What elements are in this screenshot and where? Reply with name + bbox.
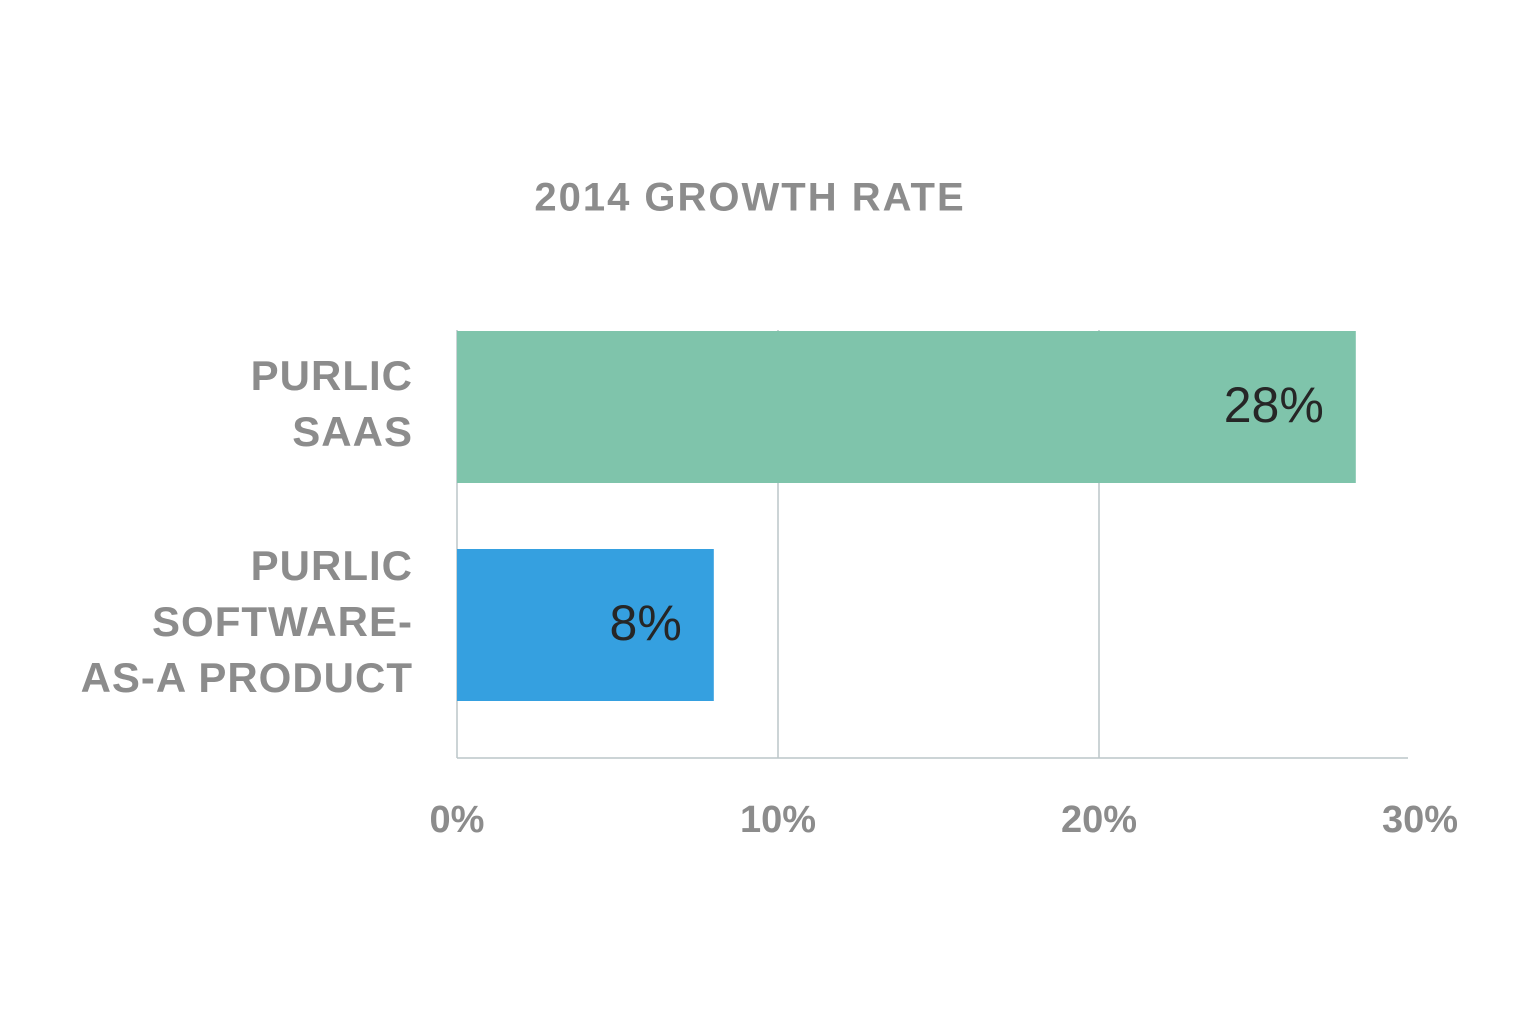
y-tick-label: AS-A PRODUCT [81, 654, 413, 701]
y-tick-label: PURLIC [251, 352, 413, 399]
x-tick-label: 0% [430, 799, 485, 841]
bar [457, 331, 1356, 483]
y-tick-label: PURLIC [251, 542, 413, 589]
x-tick-label: 10% [740, 799, 816, 841]
bar [457, 549, 714, 701]
y-tick-label: SAAS [292, 408, 413, 455]
x-tick-label: 30% [1382, 799, 1458, 841]
value-label: 8% [610, 595, 682, 651]
value-label: 28% [1224, 377, 1324, 433]
y-tick-label: SOFTWARE- [152, 598, 413, 645]
chart-title: 2014 GROWTH RATE [534, 176, 965, 220]
x-tick-label: 20% [1061, 799, 1137, 841]
